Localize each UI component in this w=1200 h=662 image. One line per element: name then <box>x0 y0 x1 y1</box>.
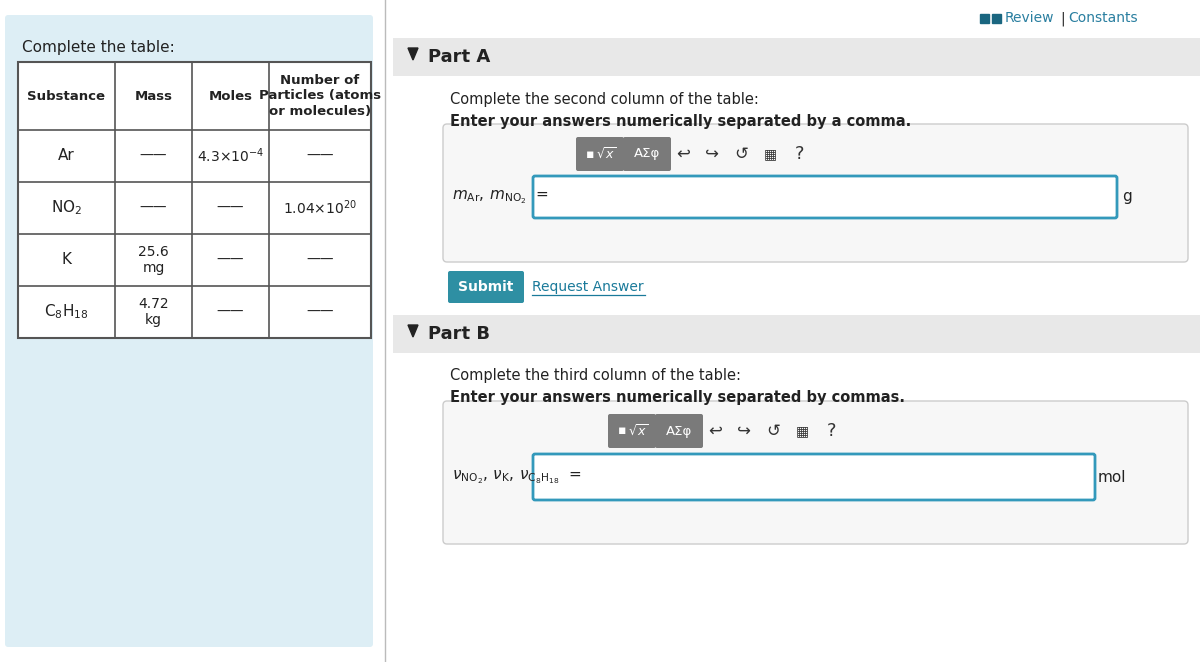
FancyBboxPatch shape <box>448 271 524 303</box>
Bar <box>394 315 1200 353</box>
Bar <box>18 62 371 338</box>
Text: |: | <box>1060 11 1064 26</box>
Text: Mass: Mass <box>134 89 173 103</box>
Text: ↩: ↩ <box>708 422 722 440</box>
Text: ↪: ↪ <box>706 145 719 163</box>
Text: ——: —— <box>217 201 245 215</box>
Text: Submit: Submit <box>458 280 514 294</box>
Text: Ar: Ar <box>58 148 74 164</box>
Text: Enter your answers numerically separated by commas.: Enter your answers numerically separated… <box>450 390 905 405</box>
Bar <box>992 14 1001 23</box>
Text: NO$_2$: NO$_2$ <box>50 199 82 217</box>
Text: Constants: Constants <box>1068 11 1138 26</box>
Text: g: g <box>1122 189 1132 205</box>
Text: K: K <box>61 252 72 267</box>
Text: AΣφ: AΣφ <box>666 424 692 438</box>
Text: 4.72
kg: 4.72 kg <box>138 297 169 327</box>
Bar <box>394 38 1200 76</box>
Text: ▦: ▦ <box>796 424 809 438</box>
Text: Part A: Part A <box>428 48 491 66</box>
Text: ——: —— <box>217 253 245 267</box>
Text: mol: mol <box>1098 469 1127 485</box>
Text: $m_{\rm Ar},\,m_{\rm NO_2}$  =: $m_{\rm Ar},\,m_{\rm NO_2}$ = <box>452 188 548 206</box>
Text: Moles: Moles <box>209 89 252 103</box>
Text: Part B: Part B <box>428 325 490 343</box>
FancyBboxPatch shape <box>655 414 703 448</box>
Polygon shape <box>408 325 418 337</box>
Text: Review: Review <box>1006 11 1055 26</box>
Text: ↺: ↺ <box>734 145 748 163</box>
Text: ——: —— <box>217 305 245 319</box>
Text: ▦: ▦ <box>763 147 776 161</box>
Text: ↪: ↪ <box>737 422 751 440</box>
Text: Substance: Substance <box>28 89 106 103</box>
FancyBboxPatch shape <box>533 176 1117 218</box>
Bar <box>980 14 989 23</box>
Text: Complete the second column of the table:: Complete the second column of the table: <box>450 92 758 107</box>
FancyBboxPatch shape <box>608 414 656 448</box>
Text: Complete the third column of the table:: Complete the third column of the table: <box>450 368 742 383</box>
Text: ——: —— <box>306 305 334 319</box>
Text: 25.6
mg: 25.6 mg <box>138 245 169 275</box>
Text: ?: ? <box>827 422 835 440</box>
Text: C$_8$H$_{18}$: C$_8$H$_{18}$ <box>44 303 89 321</box>
Text: ——: —— <box>306 253 334 267</box>
Text: Complete the table:: Complete the table: <box>22 40 175 55</box>
Polygon shape <box>408 48 418 60</box>
Text: 1.04$\times$10$^{20}$: 1.04$\times$10$^{20}$ <box>283 199 356 217</box>
FancyBboxPatch shape <box>5 15 373 647</box>
Text: ▪: ▪ <box>618 424 626 438</box>
Text: ↺: ↺ <box>766 422 780 440</box>
Text: Request Answer: Request Answer <box>532 280 643 294</box>
FancyBboxPatch shape <box>576 137 624 171</box>
Text: ▪: ▪ <box>586 148 594 160</box>
FancyBboxPatch shape <box>443 401 1188 544</box>
Text: $\sqrt{x}$: $\sqrt{x}$ <box>628 424 648 439</box>
Text: ?: ? <box>794 145 804 163</box>
Text: Number of
Particles (atoms
or molecules): Number of Particles (atoms or molecules) <box>259 73 382 118</box>
Text: ↩: ↩ <box>676 145 690 163</box>
Text: $\sqrt{x}$: $\sqrt{x}$ <box>596 146 617 162</box>
Text: 4.3$\times$10$^{-4}$: 4.3$\times$10$^{-4}$ <box>197 147 264 166</box>
FancyBboxPatch shape <box>443 124 1188 262</box>
Text: $\nu_{\rm NO_2},\,\nu_{\rm K},\,\nu_{\rm C_8H_{18}}$  =: $\nu_{\rm NO_2},\,\nu_{\rm K},\,\nu_{\rm… <box>452 468 582 486</box>
Text: Enter your answers numerically separated by a comma.: Enter your answers numerically separated… <box>450 114 911 129</box>
FancyBboxPatch shape <box>623 137 671 171</box>
Text: ——: —— <box>139 201 167 215</box>
FancyBboxPatch shape <box>533 454 1096 500</box>
Text: ——: —— <box>306 149 334 163</box>
Text: ——: —— <box>139 149 167 163</box>
Text: AΣφ: AΣφ <box>634 148 660 160</box>
